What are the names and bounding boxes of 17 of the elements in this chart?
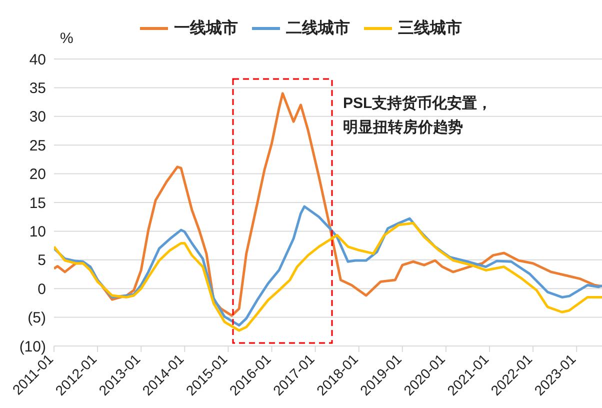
y-tick-label: 10 [29, 224, 46, 241]
y-tick-label: 25 [29, 137, 46, 154]
y-tick-label: 30 [29, 108, 46, 126]
y-axis-title: % [60, 30, 74, 47]
legend-label: 二线城市 [286, 18, 350, 39]
y-tick-label: 20 [29, 166, 46, 184]
legend-label: 一线城市 [174, 18, 238, 39]
line-series [54, 222, 602, 332]
legend-label: 三线城市 [398, 18, 462, 39]
y-tick-label: 40 [29, 51, 46, 68]
y-tick-label: 5 [38, 252, 46, 270]
y-tick-label: (5) [28, 310, 46, 327]
y-tick-label: 35 [29, 80, 46, 98]
annotation: PSL支持货币化安置，明显扭转房价趋势 [343, 94, 493, 138]
y-tick-label: (10) [19, 338, 46, 356]
y-tick-label: 0 [38, 280, 46, 298]
y-tick-label: 15 [29, 194, 46, 212]
